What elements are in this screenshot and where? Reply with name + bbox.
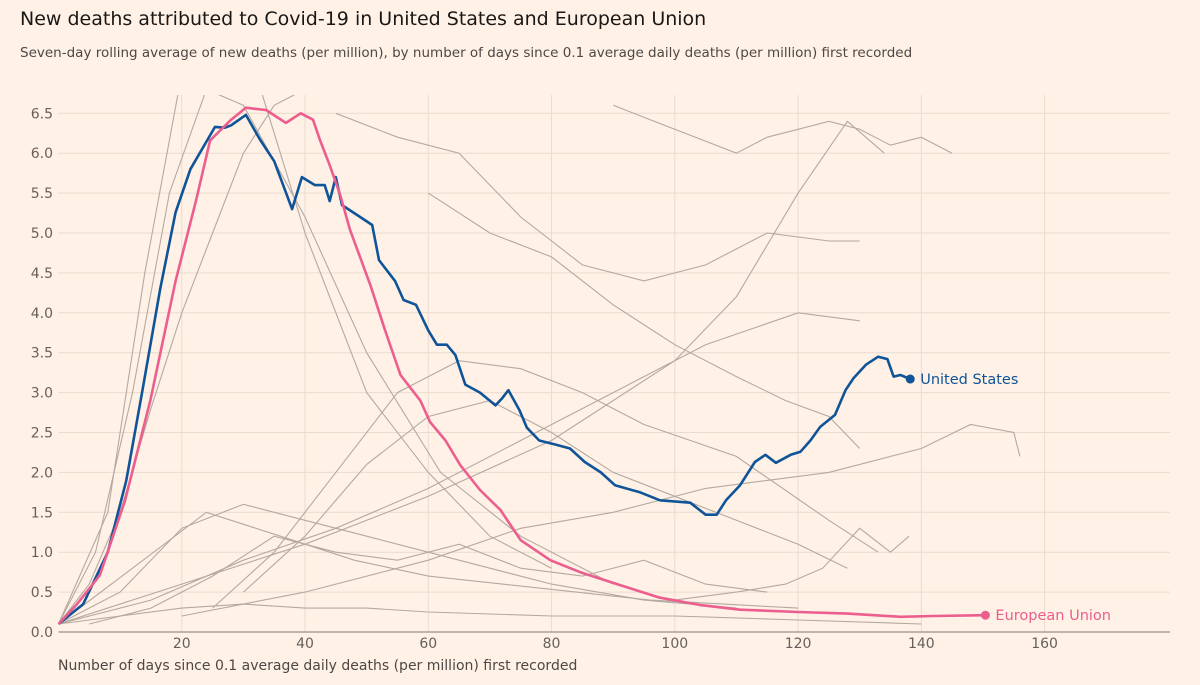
european-union-end-marker xyxy=(980,610,990,620)
x-tick-label: 40 xyxy=(296,636,314,652)
x-tick-label: 60 xyxy=(419,636,437,652)
united-states-line xyxy=(57,113,911,626)
y-tick-label: 1.0 xyxy=(31,545,53,561)
y-tick-label: 2.5 xyxy=(31,426,53,442)
chart-title: New deaths attributed to Covid-19 in Uni… xyxy=(20,8,707,30)
y-tick-label: 1.5 xyxy=(31,505,53,521)
other-country-line xyxy=(57,95,552,625)
y-tick-label: 4.5 xyxy=(31,266,53,282)
y-tick-label: 0.5 xyxy=(31,585,53,601)
other-country-line xyxy=(212,360,879,609)
other-country-line xyxy=(58,95,614,625)
x-tick-label: 160 xyxy=(1031,636,1058,652)
other-country-line xyxy=(613,104,953,154)
chart-subtitle: Seven-day rolling average of new deaths … xyxy=(20,45,913,61)
united-states-end-marker xyxy=(905,374,915,384)
y-tick-label: 0.0 xyxy=(31,625,53,641)
other-country-line xyxy=(58,503,737,625)
y-tick-label: 6.5 xyxy=(31,106,53,122)
y-tick-label: 6.0 xyxy=(31,146,53,162)
y-tick-label: 4.0 xyxy=(31,306,53,322)
x-tick-label: 20 xyxy=(173,636,191,652)
x-tick-label: 140 xyxy=(908,636,935,652)
x-tick-label: 100 xyxy=(661,636,688,652)
y-tick-label: 5.0 xyxy=(31,226,53,242)
other-country-line xyxy=(428,192,861,449)
united-states-label: United States xyxy=(920,372,1018,388)
y-tick-label: 2.0 xyxy=(31,465,53,481)
other-country-line xyxy=(58,312,860,625)
european-union-label: European Union xyxy=(995,608,1111,624)
other-country-line xyxy=(674,527,910,601)
other-country-line xyxy=(58,95,296,625)
y-tick-label: 3.0 xyxy=(31,386,53,402)
other-country-line xyxy=(58,120,885,625)
y-tick-label: 3.5 xyxy=(31,346,53,362)
other-country-line xyxy=(89,535,768,625)
x-tick-label: 80 xyxy=(543,636,561,652)
x-axis-label: Number of days since 0.1 average daily d… xyxy=(58,658,578,674)
european-union-line xyxy=(57,106,986,625)
x-tick-label: 120 xyxy=(785,636,812,652)
other-country-line xyxy=(181,423,1021,617)
other-country-line xyxy=(335,112,860,282)
other-country-line xyxy=(243,400,848,593)
other-country-line xyxy=(58,603,922,625)
y-tick-label: 5.5 xyxy=(31,186,53,202)
